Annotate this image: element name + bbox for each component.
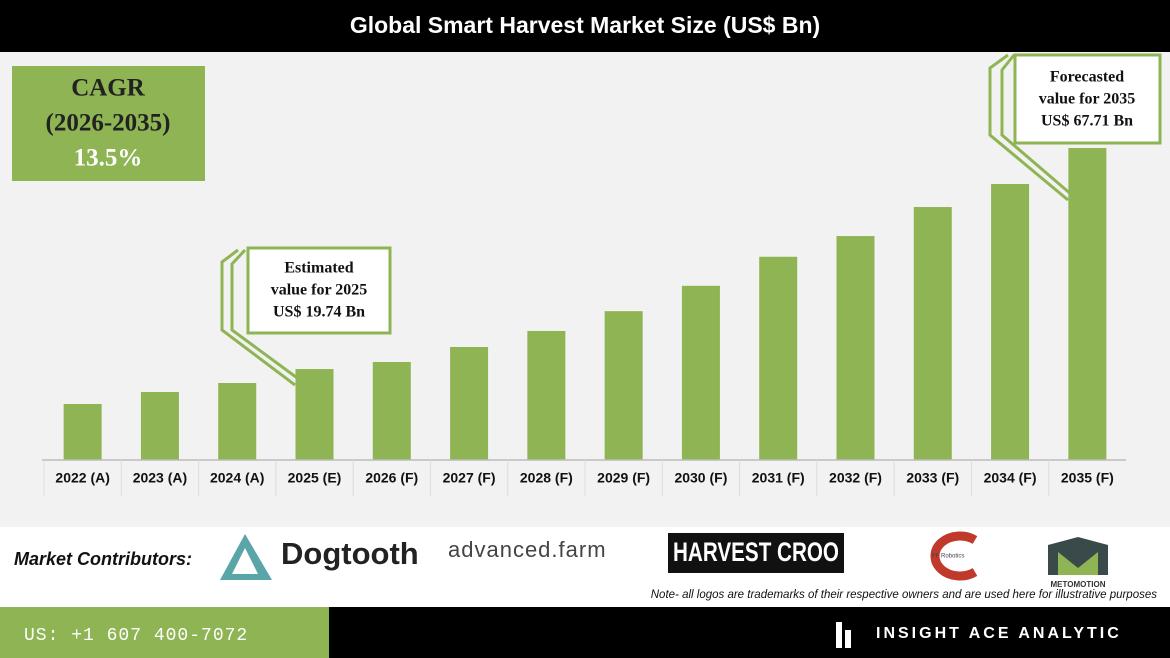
bar [295,369,334,460]
bar [450,347,489,460]
cagr-period: (2026-2035) [46,110,171,137]
contributors-label: Market Contributors: [14,549,192,569]
x-tick-label: 2032 (F) [829,470,882,486]
bar [991,183,1030,460]
callout-text: US$ 67.71 Bn [1041,113,1133,130]
callout-text: US$ 19.74 Bn [273,304,365,321]
callout-text: value for 2035 [1039,91,1136,108]
cagr-box [12,66,205,181]
x-tick-label: 2035 (F) [1061,470,1114,486]
bar [913,207,952,460]
callout-text: value for 2025 [271,282,368,299]
logo-advanced-farm: advanced.farm [448,537,607,562]
title-bar [0,0,1170,52]
x-tick-label: 2024 (A) [210,470,264,486]
x-tick-label: 2033 (F) [906,470,959,486]
x-tick-label: 2022 (A) [55,470,109,486]
ff-icon [930,531,978,581]
brand-icon-2 [845,630,851,648]
bar [372,361,411,460]
callout-text: Forecasted [1050,69,1124,86]
x-tick-label: 2028 (F) [520,470,573,486]
dogtooth-icon-inner [232,548,258,574]
cagr-label: CAGR [71,75,146,102]
bar [218,383,257,460]
x-tick-label: 2027 (F) [443,470,496,486]
title: Global Smart Harvest Market Size (US$ Bn… [350,12,820,38]
x-tick-label: 2029 (F) [597,470,650,486]
footer-right [329,607,1170,658]
bar [527,330,566,460]
cagr-value: 13.5% [74,145,143,172]
logo-ff-robotics: FF Robotics [932,554,964,560]
x-tick-label: 2030 (F) [674,470,727,486]
x-tick-label: 2025 (E) [288,470,342,486]
harvest-croo-box [668,533,844,573]
x-tick-label: 2031 (F) [752,470,805,486]
bar [604,311,643,460]
contributors-area [0,527,1170,607]
logo-metomotion: METOMOTION [1051,580,1106,589]
bar [1068,148,1107,460]
bar [836,236,875,460]
bar [681,285,720,460]
callout-lines [220,53,1162,387]
bar [759,256,798,460]
logo-dogtooth: Dogtooth [281,536,419,571]
bar [63,404,102,460]
footer-left [0,607,329,658]
callout-text: Estimated [284,260,353,277]
x-tick-label: 2034 (F) [984,470,1037,486]
footer-brand: INSIGHT ACE ANALYTIC [876,625,1122,642]
bar [140,391,179,460]
logo-harvest-croo: HARVEST CROO [673,537,839,567]
metomotion-m [1058,552,1098,575]
brand-icon [836,622,842,648]
x-tick-label: 2026 (F) [365,470,418,486]
note: Note- all logos are trademarks of their … [651,589,1157,601]
footer-phone: US: +1 607 400-7072 [24,626,248,646]
x-tick-label: 2023 (A) [133,470,187,486]
